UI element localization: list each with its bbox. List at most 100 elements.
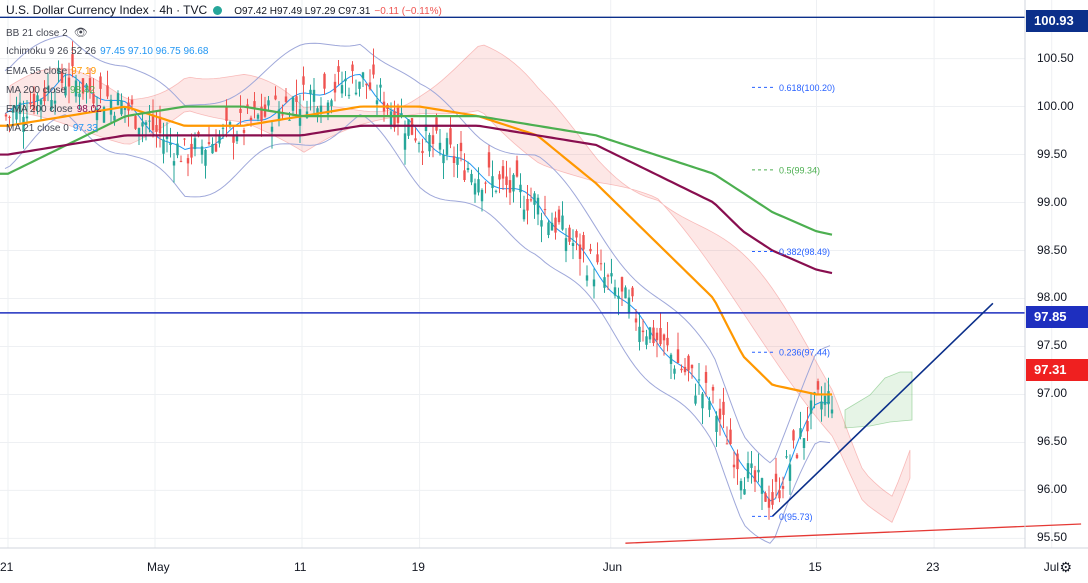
series-line-1 [0,105,832,396]
candle-body [29,102,32,105]
candle-body [795,454,799,459]
candle-body [648,327,652,340]
candle-body [575,231,578,238]
candle-body [204,149,207,166]
candle-body [508,180,512,193]
candle-body [631,287,634,297]
candle-body [183,138,186,140]
candle-body [729,429,732,445]
candle-body [309,89,312,95]
candle-body [813,392,816,394]
candle-body [274,95,277,100]
bb-lower [4,114,831,544]
price-tag-last: 97.31 [1026,359,1088,381]
candle-body [550,222,554,231]
indicator-ma200[interactable]: MA 200 close 98.42 [6,85,96,96]
chart-grid [0,0,1053,548]
candle-body [22,116,25,133]
candle-body [701,393,704,409]
candle-body [148,120,151,122]
candle-body [18,102,22,115]
candle-body [687,355,690,371]
candle-body [32,93,36,111]
candle-body [753,470,757,482]
candle-body [235,136,239,142]
candle-body [200,146,204,155]
candle-body [774,473,778,482]
candle-body [151,114,155,131]
candle-body [816,381,820,390]
candle-body [239,108,242,113]
candle-body [113,115,116,121]
candle-body [214,143,218,152]
candle-body [312,89,316,102]
candle-body [88,78,92,91]
gear-icon[interactable]: ⚙ [1059,559,1072,575]
candle-body [46,86,50,90]
candle-body [470,173,473,183]
candle-body [288,119,291,121]
candle-body [67,77,71,87]
candle-body [403,133,407,150]
candle-body [267,100,270,106]
candle-body [190,143,193,158]
candle-body [330,100,333,107]
candle-body [536,197,540,215]
candle-body [435,117,438,131]
candle-body [431,135,435,144]
x-tick-label: 21 [0,560,14,574]
candle-body [95,108,99,121]
candle-body [407,119,410,136]
candle-body [620,277,624,292]
candle-body [704,371,708,383]
candle-body [697,379,701,381]
y-tick-label: 97.00 [1037,386,1068,401]
candle-body [424,124,428,132]
candle-body [302,76,305,85]
candle-body [820,401,823,410]
candle-body [760,478,764,494]
candle-body [53,100,57,104]
indicator-ema200[interactable]: EMA 200 close 98.02 [6,104,102,115]
candle-body [624,287,627,299]
price-tag-top: 100.93 [1026,10,1088,32]
candle-body [92,93,95,104]
candle-body [368,82,372,90]
candle-body [109,99,113,115]
candle-body [746,463,750,479]
indicator-ma21[interactable]: MA 21 close 0 97.33 [6,123,98,134]
candle-body [617,295,620,299]
candle-body [326,102,330,115]
candle-body [71,54,74,67]
x-tick-label: 15 [808,560,822,574]
candle-body [547,222,550,236]
eye-icon: 👁 [73,27,88,39]
candle-body [438,142,442,150]
candle-body [830,409,834,414]
drawings [0,16,1082,544]
candle-body [655,332,659,341]
candle-body [533,193,536,205]
candle-body [683,366,687,373]
candle-body [225,105,228,121]
indicator-ema55[interactable]: EMA 55 close 97.19 [6,66,97,77]
indicator-bb[interactable]: BB 21 close 2 👁 [6,27,88,39]
candle-body [421,150,424,154]
candle-body [519,184,522,193]
candle-body [39,99,43,105]
candle-body [799,428,802,437]
candle-body [291,97,295,111]
candle-body [333,81,337,93]
candle-body [827,391,830,405]
chart-header: U.S. Dollar Currency Index · 4h · TVC O97… [6,3,442,17]
indicator-ichimoku[interactable]: Ichimoku 9 26 52 26 97.45 97.10 96.75 96.… [6,46,209,57]
candle-body [501,166,505,179]
candle-body [260,106,263,121]
candle-body [372,64,375,75]
candle-body [323,73,326,89]
y-tick-label: 100.00 [1037,98,1074,113]
candle-body [543,209,547,211]
candle-body [561,215,564,230]
candle-body [358,81,361,89]
